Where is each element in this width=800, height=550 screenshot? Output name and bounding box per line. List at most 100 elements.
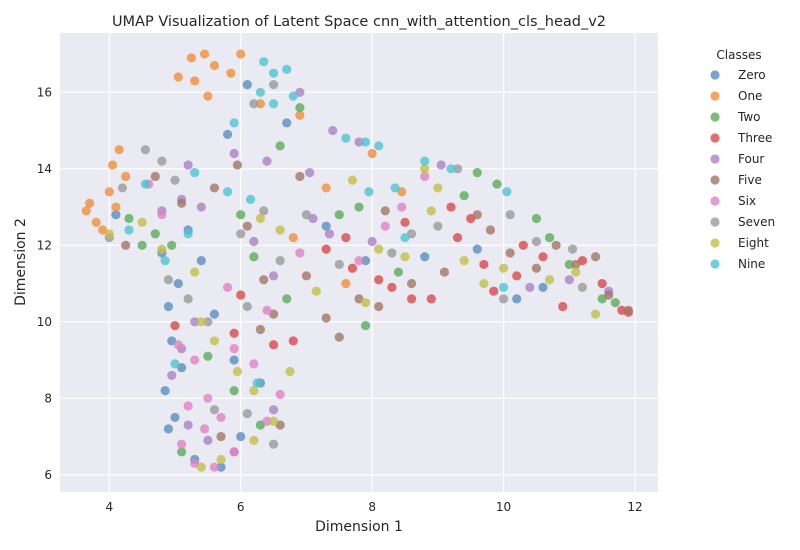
point-seven bbox=[387, 248, 397, 258]
point-five bbox=[176, 198, 187, 208]
point-two bbox=[531, 213, 542, 224]
point-six bbox=[183, 401, 193, 411]
point-zero bbox=[420, 252, 430, 262]
point-nine bbox=[268, 99, 279, 109]
point-zero bbox=[472, 244, 482, 254]
point-two bbox=[150, 229, 160, 239]
point-eight bbox=[104, 229, 114, 239]
point-six bbox=[229, 343, 239, 354]
point-six bbox=[216, 412, 226, 423]
point-nine bbox=[252, 378, 262, 388]
point-zero bbox=[209, 309, 220, 319]
point-two bbox=[393, 267, 404, 277]
point-six bbox=[397, 202, 407, 212]
point-one bbox=[190, 76, 200, 86]
point-nine bbox=[268, 68, 279, 78]
point-seven bbox=[157, 156, 167, 166]
point-five bbox=[406, 278, 417, 289]
point-nine bbox=[288, 91, 298, 101]
point-six bbox=[176, 439, 187, 449]
point-eight bbox=[196, 462, 206, 472]
point-seven bbox=[301, 210, 312, 220]
point-four bbox=[367, 236, 377, 247]
point-four bbox=[183, 160, 193, 170]
point-nine bbox=[245, 194, 256, 204]
point-four bbox=[305, 168, 315, 178]
point-eight bbox=[232, 366, 243, 377]
point-zero bbox=[229, 355, 239, 365]
point-two bbox=[124, 213, 134, 224]
point-zero bbox=[163, 301, 174, 312]
point-five bbox=[374, 301, 384, 312]
point-one bbox=[288, 233, 298, 243]
point-five bbox=[259, 275, 269, 285]
point-three bbox=[374, 275, 384, 285]
point-seven bbox=[498, 294, 509, 304]
legend-marker-seven bbox=[710, 217, 720, 227]
point-six bbox=[173, 340, 183, 350]
point-seven bbox=[275, 255, 285, 266]
point-nine bbox=[374, 141, 384, 151]
y-tick-label: 12 bbox=[37, 238, 52, 252]
point-eight bbox=[459, 255, 469, 266]
point-five bbox=[551, 240, 561, 250]
point-seven bbox=[203, 317, 213, 327]
point-three bbox=[558, 301, 568, 312]
point-four bbox=[183, 420, 193, 430]
point-five bbox=[295, 171, 305, 182]
point-zero bbox=[216, 462, 226, 472]
legend-label-two: Two bbox=[737, 110, 761, 124]
point-eight bbox=[347, 175, 358, 185]
point-five bbox=[242, 221, 252, 231]
point-three bbox=[512, 271, 522, 281]
point-eight bbox=[374, 244, 384, 254]
point-three bbox=[406, 294, 417, 304]
point-five bbox=[604, 290, 614, 300]
point-nine bbox=[255, 87, 266, 97]
point-five bbox=[472, 210, 482, 220]
point-nine bbox=[390, 183, 400, 193]
x-tick-label: 10 bbox=[496, 500, 511, 514]
point-one bbox=[209, 60, 220, 71]
point-eight bbox=[137, 217, 147, 227]
point-six bbox=[190, 355, 200, 365]
legend-label-five: Five bbox=[738, 173, 762, 187]
point-eight bbox=[590, 309, 601, 319]
point-two bbox=[203, 351, 213, 361]
y-tick-label: 8 bbox=[44, 391, 52, 405]
point-four bbox=[564, 275, 574, 285]
point-seven bbox=[209, 405, 220, 415]
point-seven bbox=[163, 275, 174, 285]
point-zero bbox=[360, 255, 371, 266]
legend-marker-three bbox=[710, 133, 720, 143]
point-three bbox=[387, 282, 397, 292]
point-eight bbox=[400, 252, 410, 262]
point-eight bbox=[249, 386, 259, 396]
legend-marker-zero bbox=[710, 70, 720, 80]
point-seven bbox=[249, 99, 259, 109]
point-two bbox=[176, 447, 187, 457]
point-seven bbox=[452, 164, 463, 174]
point-seven bbox=[577, 282, 588, 292]
point-one bbox=[114, 145, 124, 155]
point-three bbox=[341, 233, 351, 243]
y-tick-label: 6 bbox=[44, 468, 52, 482]
point-zero bbox=[163, 424, 174, 434]
point-five bbox=[439, 267, 450, 277]
point-three bbox=[288, 336, 298, 346]
point-two bbox=[360, 321, 371, 331]
point-two bbox=[472, 168, 482, 178]
point-six bbox=[262, 416, 272, 426]
point-two bbox=[282, 294, 292, 304]
point-three bbox=[268, 340, 279, 350]
point-six bbox=[229, 447, 239, 457]
legend-marker-eight bbox=[710, 238, 720, 248]
point-four bbox=[167, 370, 177, 380]
point-four bbox=[196, 202, 206, 212]
point-five bbox=[334, 332, 344, 342]
point-two bbox=[610, 298, 620, 308]
point-seven bbox=[242, 408, 252, 419]
point-eight bbox=[311, 286, 321, 296]
point-six bbox=[420, 171, 430, 182]
point-three bbox=[518, 240, 528, 250]
